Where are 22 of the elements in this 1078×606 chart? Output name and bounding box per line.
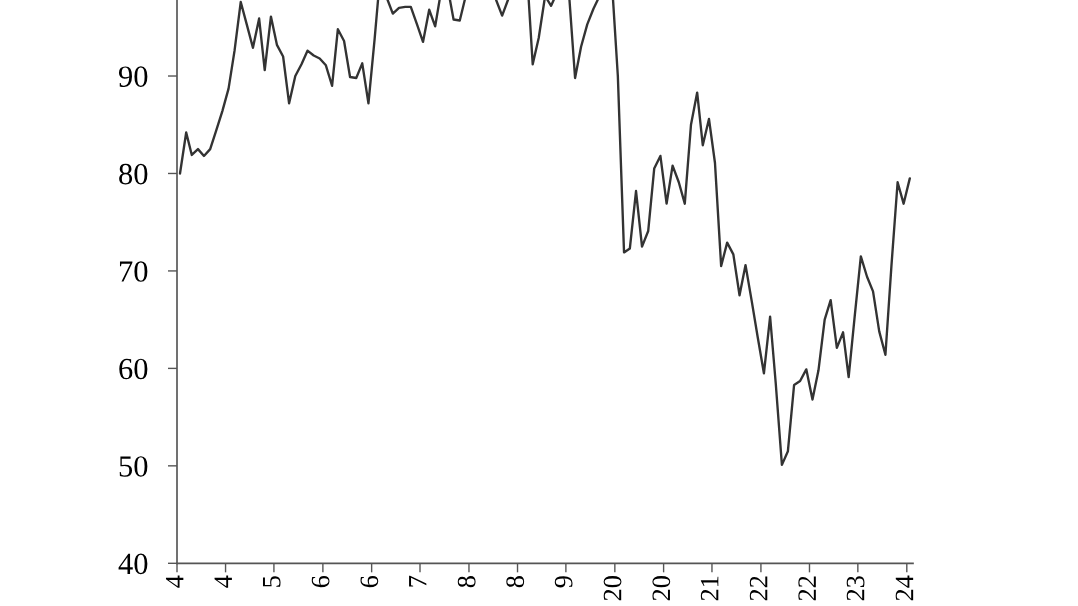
x-tick-label: 6 — [311, 575, 330, 588]
x-tick-label: 5 — [262, 576, 281, 587]
x-tick-label: 20 — [652, 576, 671, 601]
x-tick-label: 22 — [749, 576, 768, 601]
x-tick-label: 6 — [360, 575, 379, 588]
x-tick-label: 4 — [165, 575, 184, 588]
y-tick-label: 60 — [119, 358, 148, 380]
y-tick-label: 80 — [119, 163, 148, 185]
x-tick-label: 23 — [846, 576, 865, 601]
y-tick-label: 70 — [119, 261, 148, 282]
y-tick-label: 40 — [118, 553, 148, 575]
y-tick-label: 50 — [119, 456, 148, 477]
x-tick-label: 4 — [214, 575, 232, 588]
x-tick-label: 8 — [506, 576, 525, 588]
y-tick-label: 90 — [118, 66, 148, 87]
x-tick-label: 9 — [554, 576, 573, 588]
x-tick-label: 8 — [457, 576, 476, 588]
x-tick-label: 24 — [895, 575, 914, 601]
x-tick-label: 20 — [603, 576, 622, 601]
x-tick-label: 7 — [409, 575, 427, 587]
x-tick-label: 22 — [798, 576, 816, 601]
x-tick-label: 21 — [700, 576, 719, 601]
